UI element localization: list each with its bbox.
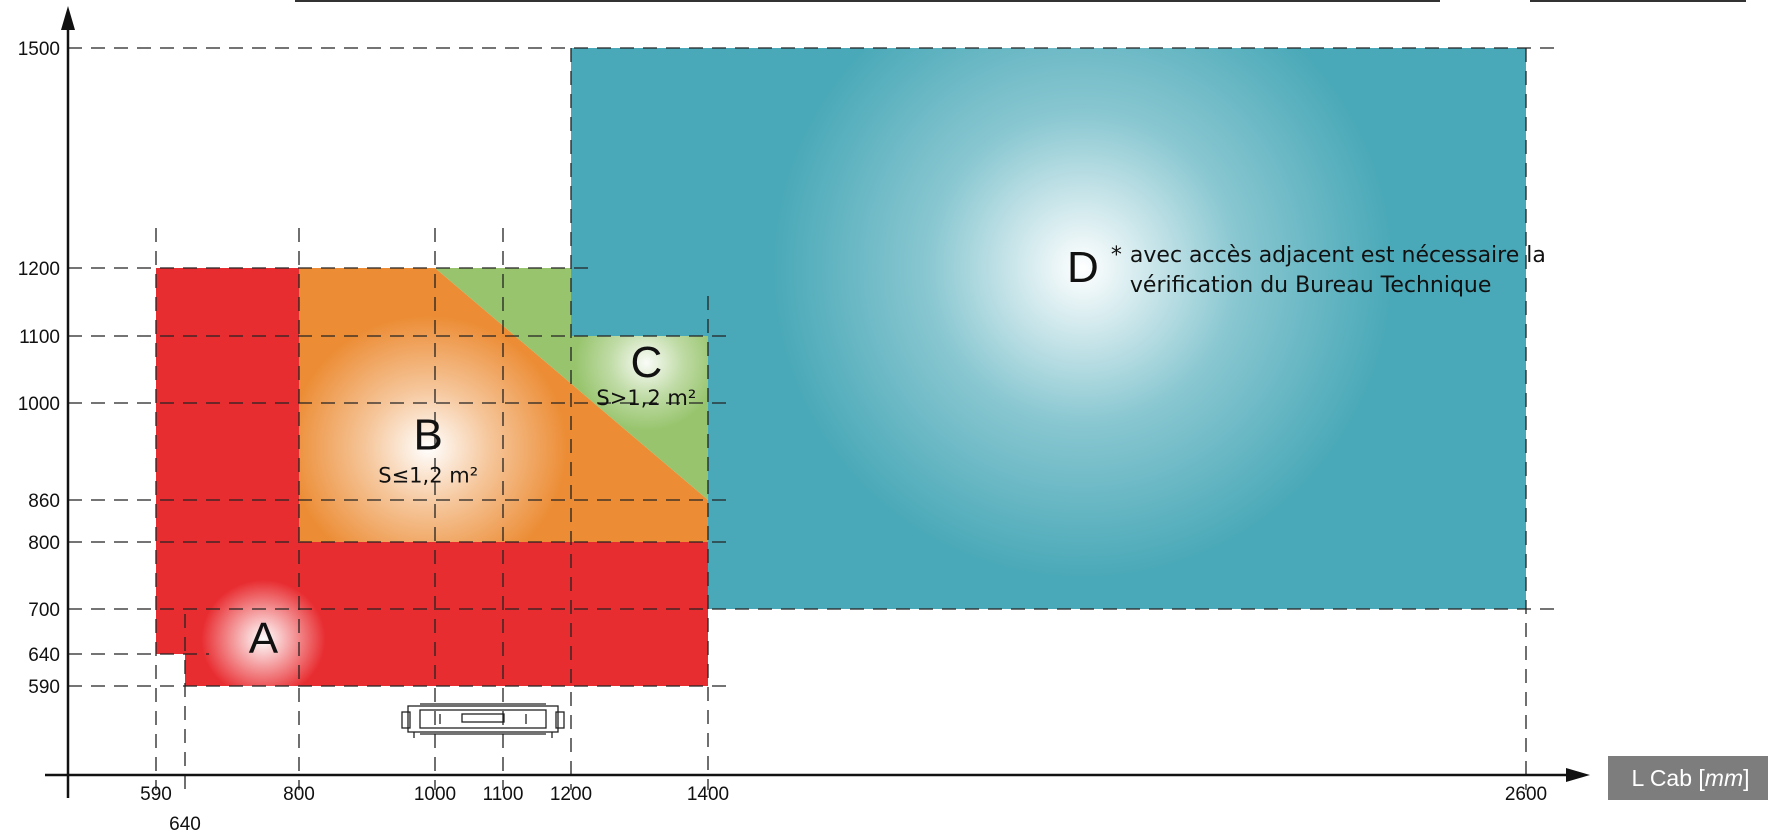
top-right-frame <box>1530 0 1746 2</box>
x-tick-label-2600: 2600 <box>1505 784 1547 805</box>
x-tick-label-1000: 1000 <box>414 784 456 805</box>
y-tick-label-590: 590 <box>28 677 60 698</box>
y-tick-label-1100: 1100 <box>19 327 60 348</box>
axes-layer <box>45 6 1590 798</box>
region-label-D: D <box>1067 243 1099 292</box>
y-tick-label-800: 800 <box>28 533 60 554</box>
cabin-plan-icon <box>401 703 565 738</box>
y-tick-label-1000: 1000 <box>18 394 60 415</box>
y-tick-label-1200: 1200 <box>18 259 60 280</box>
region-glow-D <box>772 48 1393 578</box>
y-axis-arrow <box>61 6 75 30</box>
x-tick-label-1200: 1200 <box>550 784 592 805</box>
x-tick-label-590: 590 <box>140 784 172 805</box>
x-axis-arrow <box>1566 768 1590 782</box>
region-label-A: A <box>249 614 279 663</box>
top-border-line <box>295 0 1440 2</box>
region-A <box>156 268 708 686</box>
region-subtitle-B: S≤1,2 m² <box>378 464 478 488</box>
y-tick-label-1500: 1500 <box>18 39 60 60</box>
x-axis-unit: mm <box>1704 765 1744 791</box>
y-tick-label-860: 860 <box>28 491 60 512</box>
region-label-B: B <box>414 411 443 460</box>
annotation-line-1: avec accès adjacent est nécessaire la <box>1130 243 1546 268</box>
region-label-C: C <box>630 338 662 387</box>
x-tick-label-640: 640 <box>169 814 201 833</box>
grid-layer <box>68 47 1556 790</box>
x-axis-label-text: L Cab <box>1631 765 1693 791</box>
annotation-line-2: vérification du Bureau Technique <box>1130 273 1492 298</box>
region-subtitle-C: S>1,2 m² <box>596 386 696 410</box>
annotation-asterisk: * <box>1111 243 1122 268</box>
y-tick-label-700: 700 <box>28 600 60 621</box>
x-tick-label-800: 800 <box>283 784 315 805</box>
labels-layer: 590 640 700 800 860 1000 1100 1200 1500 590 640 800… <box>18 39 1547 833</box>
x-axis-label: L Cab [mm] <box>1608 756 1768 800</box>
region-glow-B <box>299 314 569 542</box>
x-tick-label-1100: 1100 <box>483 784 524 805</box>
y-tick-label-640: 640 <box>28 645 60 666</box>
x-tick-label-1400: 1400 <box>687 784 729 805</box>
